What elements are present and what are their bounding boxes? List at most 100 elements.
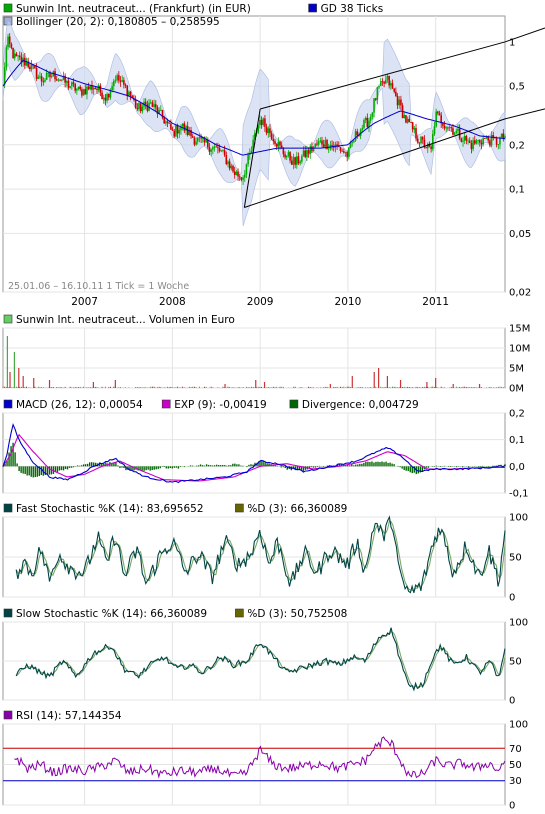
candle-body bbox=[302, 150, 305, 157]
candle-body bbox=[218, 148, 221, 152]
candle-body bbox=[420, 136, 422, 144]
candle-body bbox=[346, 152, 348, 157]
candle-body bbox=[475, 140, 478, 144]
candle-body bbox=[287, 152, 290, 156]
candle-body bbox=[69, 86, 71, 88]
candle-body bbox=[153, 104, 155, 108]
candle-body bbox=[62, 75, 65, 80]
candle-body bbox=[109, 89, 112, 98]
candle-body bbox=[344, 152, 347, 153]
y-tick-label: 100 bbox=[509, 618, 528, 629]
candle-body bbox=[250, 150, 253, 154]
candle-body bbox=[403, 115, 406, 119]
candle-body bbox=[5, 47, 8, 68]
legend-swatch bbox=[3, 399, 13, 409]
candle-body bbox=[484, 138, 486, 139]
candle-body bbox=[64, 75, 66, 83]
channel-lower-line bbox=[244, 118, 506, 208]
candle-body bbox=[311, 146, 313, 152]
candle-body bbox=[495, 137, 498, 145]
candle-body bbox=[465, 136, 468, 141]
candle-body bbox=[238, 176, 241, 178]
candle-body bbox=[237, 171, 239, 177]
candle-body bbox=[49, 72, 51, 78]
candle-body bbox=[47, 72, 50, 74]
candle-body bbox=[369, 116, 372, 121]
candle-body bbox=[39, 76, 41, 78]
candle-body bbox=[215, 146, 218, 148]
candle-body bbox=[154, 104, 157, 108]
candle-body bbox=[17, 55, 19, 57]
candle-body bbox=[198, 137, 201, 139]
candle-body bbox=[296, 156, 298, 165]
candle-body bbox=[331, 144, 333, 146]
candle-body bbox=[119, 80, 122, 82]
candle-body bbox=[428, 143, 431, 147]
candle-body bbox=[290, 160, 293, 165]
candle-body bbox=[348, 147, 350, 157]
candle-body bbox=[191, 136, 194, 138]
candle-body bbox=[373, 98, 375, 113]
candle-body bbox=[171, 129, 174, 131]
candle-body bbox=[96, 88, 98, 91]
candle-body bbox=[479, 139, 481, 143]
candle-body bbox=[168, 122, 171, 124]
candle-body bbox=[136, 107, 139, 110]
candle-body bbox=[324, 139, 327, 147]
exp-signal-line bbox=[2, 433, 505, 482]
candle-body bbox=[20, 57, 23, 63]
candle-body bbox=[406, 118, 409, 123]
candle-body bbox=[421, 136, 424, 140]
y-tick-label: 0,2 bbox=[509, 409, 525, 420]
candle-body bbox=[181, 123, 184, 127]
candle-body bbox=[426, 143, 429, 149]
candle-body bbox=[413, 128, 416, 130]
candle-body bbox=[265, 126, 268, 134]
candle-body bbox=[411, 122, 414, 130]
candle-body bbox=[245, 164, 248, 175]
candle-body bbox=[223, 150, 226, 156]
candle-body bbox=[87, 86, 90, 90]
candle-body bbox=[337, 145, 340, 148]
year-label: 2008 bbox=[159, 296, 186, 308]
candle-body bbox=[57, 79, 60, 81]
candle-body bbox=[8, 36, 11, 44]
candle-body bbox=[363, 120, 365, 128]
candle-body bbox=[111, 86, 113, 90]
legend-swatch bbox=[3, 503, 13, 513]
candle-body bbox=[356, 131, 359, 136]
candle-body bbox=[123, 80, 125, 85]
candle-body bbox=[327, 148, 330, 150]
candle-body bbox=[210, 149, 212, 152]
candle-body bbox=[415, 128, 417, 139]
candle-body bbox=[228, 161, 231, 169]
slow-stochastic-panel: 100 50 0 Slow Stochastic %K (14): 66,360089… bbox=[2, 608, 528, 707]
y-tick-label: 50 bbox=[509, 657, 522, 668]
y-tick-label: 0,1 bbox=[509, 435, 525, 446]
candle-body bbox=[217, 147, 219, 149]
candle-body bbox=[60, 79, 63, 81]
candle-body bbox=[13, 53, 16, 59]
candle-body bbox=[128, 91, 130, 96]
legend-entry: %D (3): 50,752508 bbox=[247, 608, 347, 620]
candle-body bbox=[280, 145, 283, 149]
y-tick-label: 0 bbox=[509, 696, 515, 707]
y-tick-label: 0,02 bbox=[509, 288, 531, 299]
y-tick-label: 100 bbox=[509, 513, 528, 524]
candle-body bbox=[25, 61, 28, 66]
candle-body bbox=[425, 147, 427, 149]
candle-body bbox=[408, 118, 411, 123]
candle-body bbox=[18, 55, 21, 58]
candle-body bbox=[175, 125, 177, 137]
candle-body bbox=[435, 111, 437, 127]
candle-body bbox=[450, 127, 453, 129]
candle-body bbox=[141, 106, 144, 112]
candle-body bbox=[322, 144, 325, 147]
candle-body bbox=[104, 97, 107, 101]
candle-body bbox=[326, 139, 328, 150]
candle-body bbox=[44, 79, 46, 82]
candle-body bbox=[448, 127, 451, 129]
channel-upper-line bbox=[260, 41, 506, 110]
candle-body bbox=[275, 143, 278, 147]
candle-body bbox=[207, 140, 209, 148]
